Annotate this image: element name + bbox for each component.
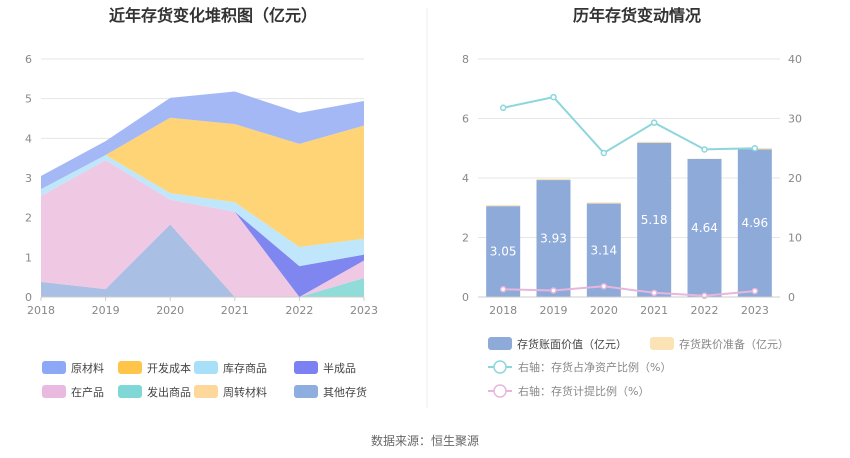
x-tick-label: 2021 — [221, 304, 249, 317]
legend-swatch[interactable] — [42, 361, 66, 374]
line-point — [499, 104, 507, 112]
bar-value-label: 3.05 — [490, 245, 517, 259]
legend-label[interactable]: 存货账面价值（亿元） — [517, 337, 627, 351]
y2-tick-label: 40 — [788, 53, 802, 66]
y2-tick-label: 10 — [788, 232, 802, 245]
bar-provision — [637, 141, 672, 143]
legend-label[interactable]: 其他存货 — [323, 385, 367, 399]
right-bar-line-chart: 0 2 4 6 8 0 10 20 30 40 3.05 3.93 3.14 5.18 4.64 4.96 20… — [462, 53, 802, 398]
right-chart-title: 历年存货变动情况 — [573, 6, 701, 25]
x-tick-label: 2022 — [285, 304, 313, 317]
bar-provision — [586, 202, 621, 204]
bar-book-value — [637, 142, 672, 297]
bar-book-value — [687, 158, 722, 297]
x-tick-label: 2018 — [489, 304, 517, 317]
y2-tick-label: 20 — [788, 172, 802, 185]
x-tick-label: 2020 — [156, 304, 184, 317]
x-tick-label: 2019 — [92, 304, 120, 317]
line-point — [600, 149, 608, 157]
y-tick-label: 8 — [462, 53, 469, 66]
legend-label[interactable]: 发出商品 — [147, 385, 191, 399]
data-source-note: 数据来源：恒生聚源 — [371, 433, 479, 448]
bar-provision — [536, 178, 571, 181]
legend-swatch[interactable] — [194, 385, 218, 398]
legend-swatch[interactable] — [118, 385, 142, 398]
legend-swatch[interactable] — [294, 385, 318, 398]
y2-tick-label: 0 — [788, 291, 795, 304]
line-point — [550, 287, 557, 294]
legend-label[interactable]: 半成品 — [323, 361, 356, 375]
x-tick-label: 2022 — [691, 304, 719, 317]
bar-value-label: 4.96 — [741, 216, 768, 230]
line-point — [650, 289, 658, 297]
bar-value-label: 5.18 — [641, 213, 668, 227]
legend-label[interactable]: 右轴：存货占净资产比例（%） — [518, 360, 671, 374]
legend-label[interactable]: 原材料 — [71, 361, 104, 375]
y-tick-label: 3 — [25, 172, 32, 185]
bar-book-value — [586, 203, 621, 297]
legend-swatch[interactable] — [488, 337, 512, 350]
legend-marker[interactable] — [493, 360, 507, 374]
bar-value-label: 3.14 — [590, 243, 617, 257]
x-tick-label: 2018 — [27, 304, 55, 317]
y-tick-label: 1 — [25, 251, 32, 264]
legend-label[interactable]: 开发成本 — [147, 361, 191, 375]
x-tick-label: 2020 — [590, 304, 618, 317]
bar-value-label: 4.64 — [691, 221, 718, 235]
line-point — [751, 287, 759, 295]
bar-book-value — [737, 149, 772, 297]
x-tick-label: 2021 — [640, 304, 668, 317]
legend-label[interactable]: 右轴：存货计提比例（%） — [518, 384, 649, 398]
bar-book-value — [536, 180, 571, 297]
legend-label[interactable]: 在产品 — [71, 385, 104, 399]
bar-book-value — [486, 206, 521, 297]
line-series — [502, 96, 755, 155]
area-series — [41, 160, 364, 297]
line-point — [751, 145, 759, 152]
area-series — [41, 160, 364, 297]
line-point — [499, 286, 507, 293]
legend-swatch[interactable] — [650, 337, 674, 350]
line-series — [503, 285, 755, 297]
area-series — [41, 224, 364, 297]
left-stacked-area-chart: 0 1 2 3 4 5 6 2018 2019 2020 2021 2022 2023 原材料 开发成本 库存… — [25, 53, 378, 399]
area-series — [41, 117, 364, 247]
line-point — [600, 283, 608, 290]
y-tick-label: 6 — [462, 113, 469, 126]
y-tick-label: 2 — [462, 232, 469, 245]
bar-provision — [486, 205, 521, 207]
y-tick-label: 2 — [25, 212, 32, 225]
left-chart-title: 近年存货变化堆积图（亿元） — [109, 6, 317, 25]
area-series — [41, 155, 364, 267]
y-tick-label: 4 — [462, 172, 469, 185]
x-tick-label: 2023 — [350, 304, 378, 317]
line-point — [701, 292, 708, 300]
y-tick-label: 6 — [25, 53, 32, 66]
legend-label[interactable]: 周转材料 — [223, 385, 267, 399]
legend-swatch[interactable] — [294, 361, 318, 374]
area-series — [41, 224, 364, 297]
y-tick-label: 5 — [25, 93, 32, 106]
bar-value-label: 3.93 — [540, 232, 567, 246]
y-tick-label: 0 — [462, 291, 469, 304]
legend-swatch[interactable] — [42, 385, 66, 398]
legend-marker[interactable] — [493, 384, 507, 398]
legend-label[interactable]: 存货跌价准备（亿元） — [679, 337, 789, 351]
legend-swatch[interactable] — [194, 361, 218, 374]
legend-swatch[interactable] — [118, 361, 142, 374]
y-tick-label: 4 — [25, 132, 32, 145]
y-tick-label: 0 — [25, 291, 32, 304]
legend-label[interactable]: 库存商品 — [223, 361, 267, 375]
y2-tick-label: 30 — [788, 113, 802, 126]
line-point — [650, 119, 658, 126]
area-series — [41, 91, 364, 190]
line-point — [550, 93, 557, 101]
line-point — [701, 146, 708, 153]
x-tick-label: 2023 — [741, 304, 769, 317]
x-tick-label: 2019 — [540, 304, 568, 317]
